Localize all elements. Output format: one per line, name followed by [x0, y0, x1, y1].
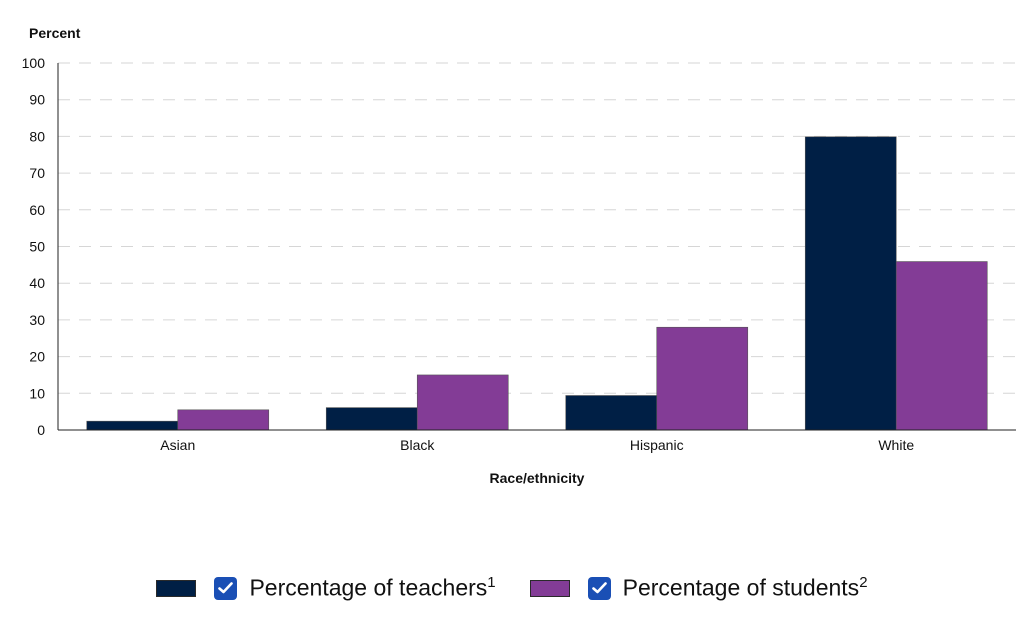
- bar-teachers-hispanic: [565, 395, 658, 431]
- bar-teachers-black: [325, 407, 418, 431]
- legend-swatch-students: [529, 579, 570, 597]
- y-tick-label: 30: [29, 312, 45, 328]
- legend-item-students[interactable]: Percentage of students2: [529, 574, 868, 602]
- x-tick-label: White: [878, 437, 914, 453]
- y-tick-label: 40: [29, 275, 45, 291]
- checkbox-students[interactable]: [587, 576, 611, 600]
- y-tick-label: 90: [29, 92, 45, 108]
- checkbox-teachers[interactable]: [214, 576, 238, 600]
- y-axis-title: Percent: [29, 25, 81, 41]
- checkmark-icon: [218, 582, 234, 594]
- y-tick-label: 10: [29, 385, 45, 401]
- footnote-mark-2: 2: [859, 574, 868, 592]
- bars: [86, 136, 988, 431]
- bar-students-black: [416, 374, 509, 431]
- y-tick-label: 20: [29, 349, 45, 365]
- y-tick-label: 50: [29, 239, 45, 255]
- bar-teachers-asian: [86, 420, 179, 431]
- x-tick-label: Black: [400, 437, 435, 453]
- y-tick-labels: 0 10 20 30 40 50 60 70 80 90 100: [22, 55, 46, 438]
- y-tick-label: 60: [29, 202, 45, 218]
- x-tick-label: Asian: [160, 437, 195, 453]
- legend-label-students-text: Percentage of students: [622, 574, 860, 601]
- x-tick-label: Hispanic: [630, 437, 684, 453]
- y-tick-label: 70: [29, 165, 45, 181]
- x-tick-labels: Asian Black Hispanic White: [160, 437, 914, 453]
- y-tick-label: 0: [37, 422, 45, 438]
- legend: Percentage of teachers1 Percentage of st…: [0, 566, 1024, 610]
- checkmark-icon: [591, 582, 607, 594]
- bar-teachers-white: [804, 136, 897, 431]
- legend-swatch-teachers: [156, 579, 197, 597]
- bar-students-white: [895, 261, 988, 431]
- bar-students-hispanic: [656, 326, 749, 431]
- legend-item-teachers[interactable]: Percentage of teachers1: [156, 574, 496, 602]
- legend-label-students: Percentage of students2: [623, 574, 868, 602]
- footnote-mark-1: 1: [487, 574, 496, 592]
- x-axis-title: Race/ethnicity: [490, 470, 585, 486]
- legend-label-teachers-text: Percentage of teachers: [249, 574, 488, 601]
- bar-chart: Percent 0 10 20 30 40 50 60 70 80 90 100 Asian Blac…: [22, 25, 1016, 486]
- legend-label-teachers: Percentage of teachers1: [249, 574, 495, 602]
- y-tick-label: 100: [22, 55, 46, 71]
- bar-students-asian: [177, 409, 270, 431]
- y-tick-label: 80: [29, 128, 45, 144]
